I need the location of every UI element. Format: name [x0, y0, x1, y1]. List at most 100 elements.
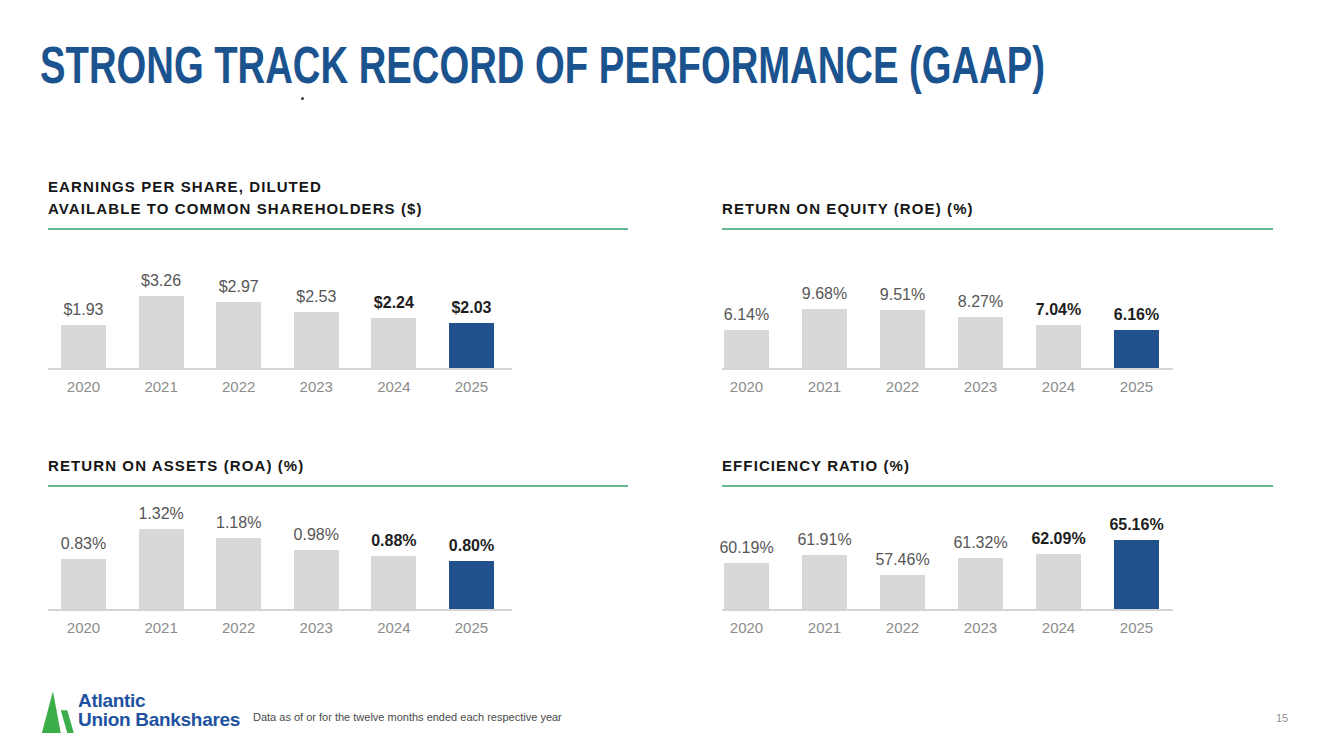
chart-plot: $1.93$3.26$2.97$2.53$2.24$2.03 202020212…: [48, 230, 512, 395]
bar: [958, 558, 1003, 610]
x-axis-tick-label: 2022: [880, 378, 925, 395]
bar-value-label: $1.93: [63, 301, 103, 319]
x-axis-tick-label: 2020: [61, 378, 106, 395]
x-axis-tick-label: 2024: [371, 619, 416, 636]
bar-column: $2.03: [449, 299, 494, 368]
bar-column: 61.91%: [802, 531, 847, 609]
x-axis-tick-label: 2024: [371, 378, 416, 395]
x-axis-tick-label: 2021: [139, 378, 184, 395]
x-axis-tick-label: 2023: [958, 619, 1003, 636]
bars-row: 0.83% 1.32% 1.18% 0.98% 0.88% 0.80%: [48, 487, 512, 609]
data-footnote: Data as of or for the twelve months ende…: [253, 711, 562, 723]
x-axis-line: [722, 368, 1173, 370]
x-axis-line: [722, 609, 1173, 611]
bar: [139, 529, 184, 609]
bar: [1036, 554, 1081, 609]
chart-return-on-assets: RETURN ON ASSETS (ROA) (%) 0.83%1.32%1.1…: [48, 446, 628, 636]
bar: [802, 555, 847, 609]
chart-plot: 6.14% 9.68% 9.51% 8.27% 7.04% 6.16% 2020 2021 2…: [722, 230, 1173, 395]
bar-column: 1.18%: [216, 514, 261, 610]
bar-column: 0.80%: [449, 537, 494, 610]
bar-value-label: 9.51%: [880, 286, 925, 304]
chart-title: EARNINGS PER SHARE, DILUTED AVAILABLE TO…: [48, 176, 628, 220]
x-axis-tick-label: 2020: [724, 378, 769, 395]
chart-plot: 60.19%61.91%57.46%61.32%62.09%65.16% 202…: [722, 487, 1173, 636]
bar: [880, 310, 925, 368]
chart-title: RETURN ON EQUITY (ROE) (%): [722, 198, 1273, 220]
bar-value-label: 0.98%: [294, 526, 339, 544]
chart-efficiency-ratio: EFFICIENCY RATIO (%) 60.19%61.91%57.46%6…: [722, 446, 1273, 636]
bar-value-label: 60.19%: [719, 539, 773, 557]
x-axis-tick-label: 2020: [61, 619, 106, 636]
x-axis-labels: 2020 2021 2022 2023 2024 2025: [722, 619, 1173, 636]
bar-column: $3.26: [139, 272, 184, 368]
slide-title: STRONG TRACK RECORD OF PERFORMANCE (GAAP…: [40, 38, 1045, 94]
bars-row: $1.93 $3.26 $2.97 $2.53 $2.24 $2.03: [48, 230, 512, 368]
x-axis-tick-label: 2024: [1036, 619, 1081, 636]
bar-value-label: 1.18%: [216, 514, 261, 532]
bar-value-label: $2.24: [374, 294, 414, 312]
chart-eps-diluted: EARNINGS PER SHARE, DILUTED AVAILABLE TO…: [48, 166, 628, 395]
bar: [371, 318, 416, 368]
x-axis-tick-label: 2022: [880, 619, 925, 636]
x-axis-tick-label: 2023: [294, 619, 339, 636]
bar-value-label: $2.53: [296, 288, 336, 306]
x-axis-tick-label: 2025: [1114, 619, 1159, 636]
bar-column: 0.88%: [371, 532, 416, 609]
x-axis-tick-label: 2021: [802, 378, 847, 395]
bar: [216, 538, 261, 610]
x-axis-tick-label: 2021: [802, 619, 847, 636]
bar-value-label: 8.27%: [958, 293, 1003, 311]
bar-value-label: 61.32%: [953, 534, 1007, 552]
bar-value-label: 9.68%: [802, 285, 847, 303]
x-axis-labels: 2020 2021 2022 2023 2024 2025: [48, 378, 512, 395]
bar-value-label: 0.80%: [449, 537, 494, 555]
bar: [294, 312, 339, 368]
bar-highlighted: [449, 323, 494, 368]
x-axis-tick-label: 2020: [724, 619, 769, 636]
x-axis-tick-label: 2025: [449, 378, 494, 395]
bar-highlighted: [1114, 330, 1159, 368]
bar-column: 6.14%: [724, 306, 769, 368]
bar-value-label: $2.97: [219, 278, 259, 296]
bar-column: $1.93: [61, 301, 106, 368]
bar: [139, 296, 184, 368]
bar: [294, 550, 339, 609]
bar-column: 8.27%: [958, 293, 1003, 368]
bar: [958, 317, 1003, 368]
x-axis-tick-label: 2023: [958, 378, 1003, 395]
bar-column: 1.32%: [139, 505, 184, 609]
bar: [802, 309, 847, 368]
x-axis-labels: 202020212022202320242025: [722, 378, 1173, 395]
bar: [1036, 325, 1081, 368]
logo-wordmark: Atlantic Union Bankshares: [78, 692, 240, 729]
bar: [371, 556, 416, 609]
page-number: 15: [1276, 712, 1288, 724]
bar-value-label: 7.04%: [1036, 301, 1081, 319]
x-axis-labels: 202020212022202320242025: [48, 619, 512, 636]
bar-column: 0.83%: [61, 535, 106, 609]
stray-period-dot: [301, 97, 304, 100]
bars-row: 60.19%61.91%57.46%61.32%62.09%65.16%: [722, 487, 1173, 609]
chart-plot: 0.83%1.32%1.18%0.98%0.88%0.80% 202020212…: [48, 487, 512, 636]
x-axis-tick-label: 2025: [1114, 378, 1159, 395]
x-axis-tick-label: 2025: [449, 619, 494, 636]
bar: [61, 559, 106, 609]
x-axis-line: [48, 368, 512, 370]
bar-column: 65.16%: [1114, 516, 1159, 609]
bar-column: 0.98%: [294, 526, 339, 609]
bar: [216, 302, 261, 368]
bar: [880, 575, 925, 609]
bar-column: 9.68%: [802, 285, 847, 368]
bar-value-label: $2.03: [451, 299, 491, 317]
slide: STRONG TRACK RECORD OF PERFORMANCE (GAAP…: [0, 0, 1333, 749]
bar-value-label: 0.88%: [371, 532, 416, 550]
x-axis-tick-label: 2022: [216, 619, 261, 636]
chart-title: EFFICIENCY RATIO (%): [722, 455, 1273, 477]
bar: [724, 563, 769, 609]
bar-value-label: 6.16%: [1114, 306, 1159, 324]
bar-highlighted: [1114, 540, 1159, 609]
x-axis-tick-label: 2022: [216, 378, 261, 395]
bar-value-label: 1.32%: [138, 505, 183, 523]
x-axis-tick-label: 2023: [294, 378, 339, 395]
